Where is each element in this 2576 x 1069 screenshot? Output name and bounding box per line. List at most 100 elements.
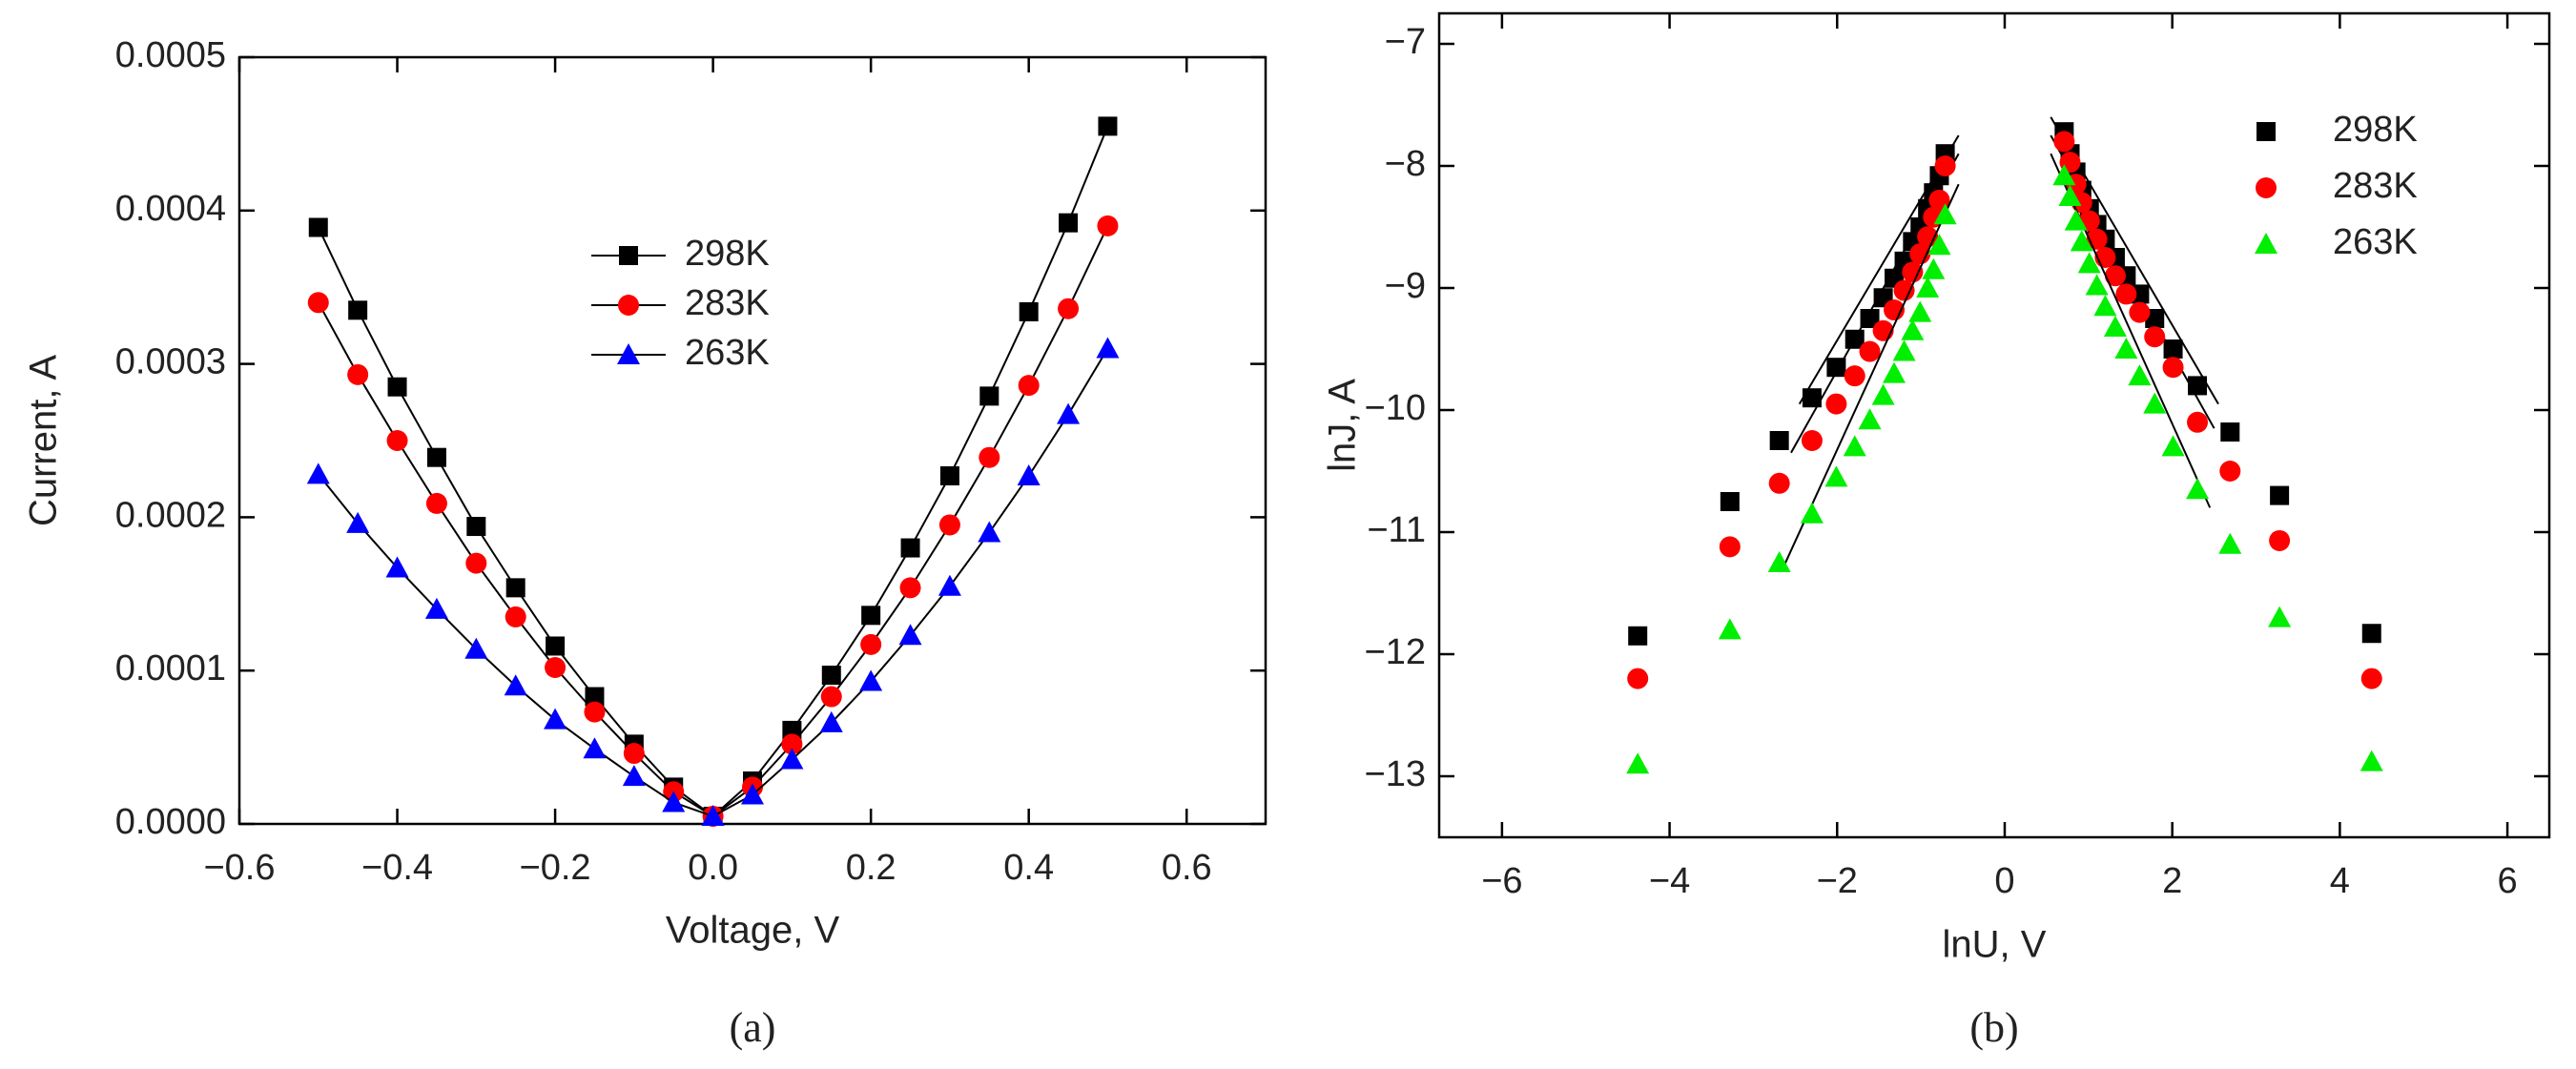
data-point	[546, 636, 566, 656]
x-tick-label: −2	[1817, 861, 1858, 901]
y-tick-label: −8	[1385, 144, 1426, 184]
data-point	[1767, 551, 1791, 572]
data-point	[1017, 463, 1041, 485]
data-point	[2218, 532, 2242, 554]
data-point	[2270, 485, 2290, 505]
y-tick-label: −11	[1367, 510, 1426, 550]
data-point	[938, 514, 960, 536]
data-point	[900, 538, 920, 558]
data-point	[1934, 155, 1956, 176]
data-point	[1059, 213, 1079, 233]
legend-marker	[619, 246, 638, 265]
data-point	[978, 521, 1001, 543]
x-tick-label: 4	[2330, 861, 2350, 901]
data-point	[701, 804, 725, 826]
data-point	[348, 300, 368, 320]
legend-marker	[2257, 122, 2276, 141]
data-point	[583, 737, 607, 759]
data-point	[623, 743, 645, 765]
legend-label: 298K	[685, 234, 770, 274]
y-tick-label: 0.0000	[115, 802, 226, 842]
data-point	[820, 686, 842, 708]
data-point	[1893, 279, 1915, 301]
data-point	[780, 748, 804, 770]
legend-label: 298K	[2333, 110, 2418, 150]
data-point	[1922, 257, 1946, 279]
data-point	[424, 597, 448, 619]
data-point	[2161, 435, 2185, 457]
data-point	[1860, 309, 1880, 328]
data-point	[979, 386, 999, 406]
data-point	[2143, 392, 2167, 414]
data-point	[1927, 234, 1951, 256]
data-point	[622, 765, 646, 787]
data-point	[2360, 668, 2382, 689]
data-point	[1627, 668, 1649, 689]
data-point	[465, 552, 487, 574]
y-tick-label: 0.0003	[115, 342, 226, 382]
data-point	[584, 701, 606, 723]
data-point	[385, 556, 409, 578]
data-point	[545, 656, 567, 678]
plot-frame	[1437, 11, 2551, 839]
data-point	[1859, 340, 1881, 362]
data-point	[505, 606, 526, 627]
y-tick-label: 0.0005	[115, 35, 226, 75]
data-point	[859, 669, 883, 691]
data-point	[1871, 383, 1895, 405]
y-tick-label: −7	[1385, 22, 1426, 62]
data-point	[347, 363, 369, 385]
data-point	[426, 447, 446, 467]
data-point	[2129, 301, 2151, 323]
data-point	[306, 463, 330, 484]
data-point	[662, 791, 686, 812]
data-point	[2115, 283, 2137, 305]
data-point	[1933, 203, 1957, 225]
data-point	[466, 517, 486, 537]
data-point	[2114, 338, 2138, 359]
x-tick-label: 0.2	[846, 848, 896, 888]
data-point	[1883, 361, 1906, 383]
data-point	[2268, 606, 2292, 627]
data-point	[2361, 624, 2381, 644]
data-point	[2053, 131, 2075, 153]
data-point	[1824, 465, 1848, 487]
legend-marker	[2255, 233, 2277, 254]
data-point	[1916, 277, 1940, 298]
x-tick-label: −0.4	[361, 848, 433, 888]
y-tick-label: −9	[1385, 266, 1426, 306]
y-tick-label: 0.0001	[115, 648, 226, 689]
data-point	[1769, 431, 1789, 450]
data-point	[2103, 315, 2127, 337]
data-point	[1057, 402, 1081, 424]
data-point	[1825, 393, 1847, 415]
data-point	[2144, 326, 2166, 348]
data-point	[1901, 319, 1925, 340]
x-tick-label: 0.0	[688, 848, 738, 888]
data-point	[741, 783, 764, 805]
data-point	[307, 292, 329, 314]
caption: (b)	[1969, 1004, 2018, 1051]
data-point	[1800, 502, 1824, 524]
data-point	[1626, 752, 1650, 774]
x-tick-label: −0.2	[520, 848, 591, 888]
data-point	[2128, 364, 2152, 386]
data-point	[2064, 209, 2088, 231]
x-tick-label: 2	[2162, 861, 2182, 901]
y-tick-label: 0.0004	[115, 189, 226, 229]
data-point	[387, 377, 407, 397]
data-point	[2162, 357, 2184, 379]
fit-line	[2050, 153, 2212, 508]
data-point	[2220, 422, 2240, 442]
data-point	[1718, 618, 1741, 640]
data-point	[781, 733, 803, 755]
data-point	[1098, 116, 1118, 136]
legend-label: 263K	[685, 333, 770, 373]
legend-marker	[2256, 177, 2277, 198]
data-point	[860, 633, 882, 655]
data-point	[1628, 626, 1648, 646]
data-point	[386, 430, 408, 451]
y-tick-label: 0.0002	[115, 495, 226, 535]
